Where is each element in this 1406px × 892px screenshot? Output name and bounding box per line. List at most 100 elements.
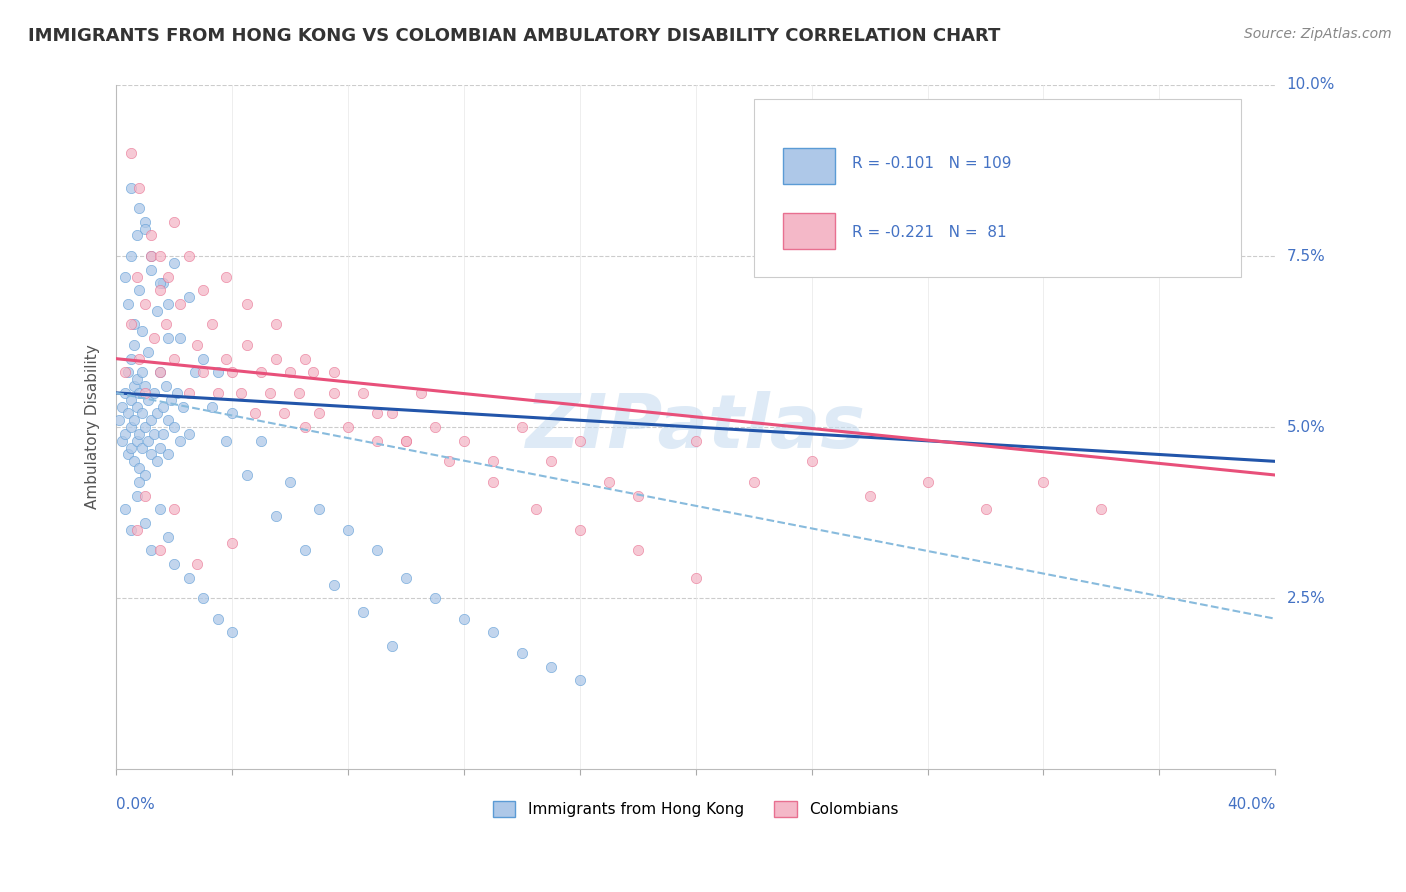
Point xyxy=(128,180,150,194)
Point xyxy=(177,249,200,263)
Point xyxy=(120,180,142,194)
Point xyxy=(172,400,194,414)
Point xyxy=(128,461,150,475)
Point xyxy=(166,385,188,400)
Point xyxy=(136,344,159,359)
Point xyxy=(120,523,142,537)
Point xyxy=(974,502,997,516)
Point xyxy=(134,297,156,311)
Point xyxy=(114,502,136,516)
Point xyxy=(120,146,142,161)
Point xyxy=(120,441,142,455)
Point xyxy=(131,441,153,455)
Point xyxy=(510,646,533,660)
Point xyxy=(250,365,273,379)
Point xyxy=(215,434,238,448)
Point xyxy=(183,365,205,379)
Point xyxy=(337,523,360,537)
Point xyxy=(598,475,620,489)
Point xyxy=(146,454,169,468)
Text: 5.0%: 5.0% xyxy=(1286,419,1324,434)
Point xyxy=(917,475,939,489)
Point xyxy=(1032,475,1054,489)
Point xyxy=(136,434,159,448)
Point xyxy=(177,427,200,442)
Text: ZIPatlas: ZIPatlas xyxy=(526,391,866,464)
Point xyxy=(366,543,388,558)
Point xyxy=(149,277,172,291)
FancyBboxPatch shape xyxy=(783,213,835,249)
Point xyxy=(742,475,765,489)
Point xyxy=(134,489,156,503)
Point xyxy=(157,331,180,345)
Point xyxy=(177,571,200,585)
Point xyxy=(235,297,257,311)
Point xyxy=(139,413,162,427)
Point xyxy=(163,420,186,434)
Legend: Immigrants from Hong Kong, Colombians: Immigrants from Hong Kong, Colombians xyxy=(486,795,905,823)
Point xyxy=(482,475,505,489)
Point xyxy=(229,385,252,400)
Text: R = -0.221   N =  81: R = -0.221 N = 81 xyxy=(852,225,1007,240)
Point xyxy=(177,290,200,304)
Point xyxy=(568,523,591,537)
Text: 7.5%: 7.5% xyxy=(1286,249,1324,263)
Point xyxy=(120,249,142,263)
Point xyxy=(149,365,172,379)
Text: 10.0%: 10.0% xyxy=(1286,78,1334,93)
Point xyxy=(288,385,311,400)
Point xyxy=(120,318,142,332)
Point xyxy=(264,509,287,524)
Point xyxy=(163,215,186,229)
Point xyxy=(134,516,156,530)
Point xyxy=(149,502,172,516)
Point xyxy=(128,427,150,442)
Point xyxy=(131,324,153,338)
Point xyxy=(380,639,402,653)
Point xyxy=(308,406,330,420)
Point xyxy=(193,365,215,379)
Point xyxy=(169,434,191,448)
Point xyxy=(157,269,180,284)
Point xyxy=(627,543,650,558)
Point xyxy=(149,249,172,263)
Point xyxy=(1090,502,1112,516)
Point xyxy=(215,351,238,366)
Text: Source: ZipAtlas.com: Source: ZipAtlas.com xyxy=(1244,27,1392,41)
Point xyxy=(117,406,139,420)
Point xyxy=(568,434,591,448)
Point xyxy=(207,365,229,379)
Point xyxy=(186,338,208,352)
Point xyxy=(117,297,139,311)
Point xyxy=(157,530,180,544)
Point xyxy=(122,318,145,332)
Point xyxy=(685,434,707,448)
Point xyxy=(120,351,142,366)
Point xyxy=(395,434,418,448)
Point xyxy=(122,454,145,468)
Point xyxy=(423,420,446,434)
Point xyxy=(155,379,177,393)
Point xyxy=(122,413,145,427)
Point xyxy=(152,400,174,414)
Point xyxy=(302,365,325,379)
Point xyxy=(163,256,186,270)
Point xyxy=(453,612,475,626)
Point xyxy=(125,434,148,448)
Point xyxy=(163,557,186,571)
Point xyxy=(136,392,159,407)
Point xyxy=(128,475,150,489)
Point xyxy=(278,365,301,379)
Text: 40.0%: 40.0% xyxy=(1227,797,1275,812)
Point xyxy=(201,400,224,414)
Point xyxy=(117,365,139,379)
Point xyxy=(157,448,180,462)
Text: 0.0%: 0.0% xyxy=(117,797,155,812)
Point xyxy=(114,427,136,442)
Point xyxy=(510,420,533,434)
Point xyxy=(152,427,174,442)
Point xyxy=(395,571,418,585)
Point xyxy=(235,468,257,483)
Point xyxy=(215,269,238,284)
Point xyxy=(221,625,243,640)
